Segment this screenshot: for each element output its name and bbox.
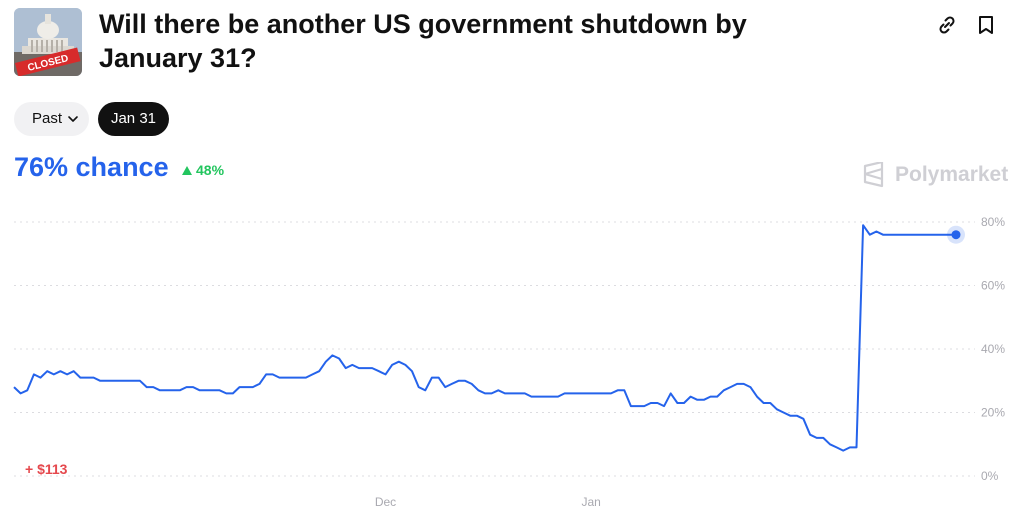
polymarket-brand-text: Polymarket [895, 163, 1009, 186]
market-title: Will there be another US government shut… [99, 9, 747, 73]
bookmark-icon[interactable] [973, 12, 999, 38]
chart-grid [14, 221, 975, 477]
y-tick-label: 20% [981, 406, 1005, 420]
past-filter-label: Past [32, 110, 63, 127]
y-tick-label: 60% [981, 279, 1005, 293]
x-axis: Dec Jan [375, 495, 601, 509]
x-tick-label: Dec [375, 495, 396, 509]
series-line [13, 224, 956, 452]
price-history-chart: 0% 20% 40% 60% 80% Dec Jan [13, 215, 1005, 509]
y-tick-label: 0% [981, 469, 999, 483]
link-icon[interactable] [934, 12, 960, 38]
pnl-label: + $113 [25, 461, 68, 477]
polymarket-logo-icon [863, 162, 884, 188]
current-value-marker [951, 230, 961, 240]
triangle-up-icon [182, 166, 192, 175]
chance-label: 76% chance [14, 152, 169, 182]
market-thumbnail: CLOSED [14, 8, 82, 76]
chevron-down-icon [68, 116, 78, 122]
capitol-closed-thumbnail: CLOSED [14, 8, 82, 76]
y-tick-label: 80% [981, 215, 1005, 229]
series-layer [13, 224, 965, 452]
x-tick-label: Jan [581, 495, 600, 509]
date-filter-jan31-button[interactable]: Jan 31 [98, 102, 169, 136]
past-filter-button[interactable]: Past [14, 102, 89, 136]
y-tick-label: 40% [981, 342, 1005, 356]
chance-delta: 48% [196, 162, 225, 178]
y-axis: 0% 20% 40% 60% 80% [981, 215, 1005, 483]
